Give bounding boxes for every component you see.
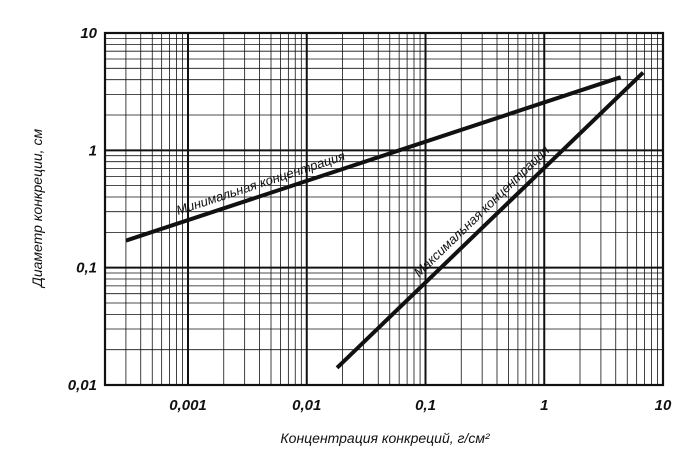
y-tick-label: 0,01 (68, 377, 97, 394)
x-tick-label: 0,01 (292, 397, 321, 414)
x-axis-title: Концентрация конкреций, г/см² (280, 430, 491, 446)
series-layer (125, 71, 645, 370)
x-tick-label: 1 (540, 397, 548, 414)
series-label-maximal-concentration: Максимальная концентрация (411, 143, 553, 280)
plot-frame (103, 31, 665, 387)
y-tick-label: 10 (80, 25, 97, 42)
y-tick-label: 0,1 (76, 260, 97, 277)
tick-layer: 0,001 0,01 0,1 1 10 0,01 0,1 1 10 (68, 25, 672, 414)
x-tick-label: 0,001 (169, 397, 207, 414)
y-axis-title: Диаметр конкреции, см (29, 129, 45, 289)
x-tick-label: 0,1 (415, 397, 436, 414)
y-tick-label: 1 (89, 142, 97, 159)
x-tick-label: 10 (655, 397, 672, 414)
series-line-maximal-concentration (335, 71, 645, 370)
series-label-minimal-concentration: Минимальная концентрация (174, 148, 346, 218)
series-line-minimal-concentration (125, 75, 622, 243)
